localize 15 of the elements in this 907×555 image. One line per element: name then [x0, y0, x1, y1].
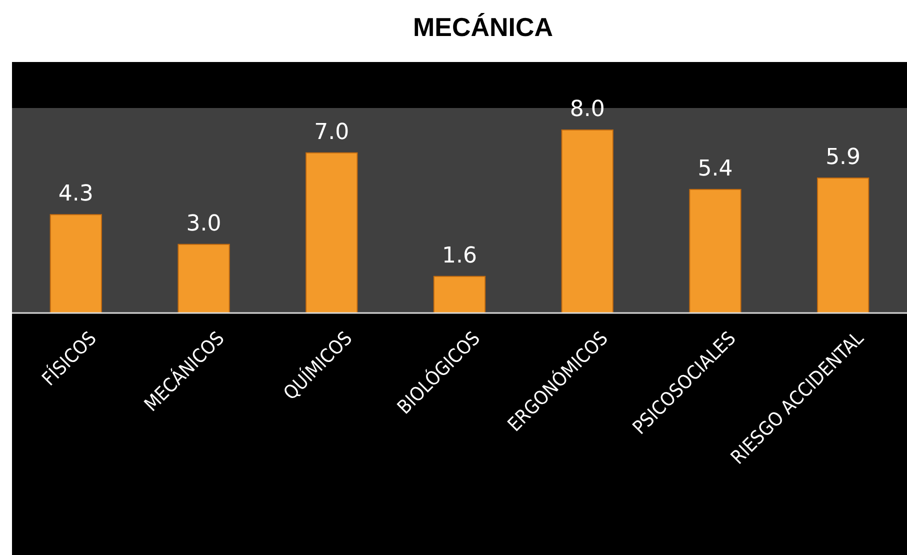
- bar: [433, 276, 486, 314]
- bar: [50, 214, 102, 314]
- bar: [178, 244, 230, 314]
- data-label: 5.4: [698, 156, 733, 182]
- data-label: 8.0: [570, 96, 605, 122]
- bar: [306, 152, 358, 314]
- bar: [689, 188, 742, 314]
- data-label: 5.9: [826, 145, 861, 170]
- data-label: 1.6: [442, 243, 477, 268]
- data-label: 4.3: [58, 182, 94, 207]
- data-label: 7.0: [314, 120, 350, 145]
- bar: [817, 178, 870, 314]
- data-label: 3.0: [186, 211, 222, 236]
- bar: [561, 129, 614, 314]
- chart-title: MECÁNICA: [412, 12, 554, 42]
